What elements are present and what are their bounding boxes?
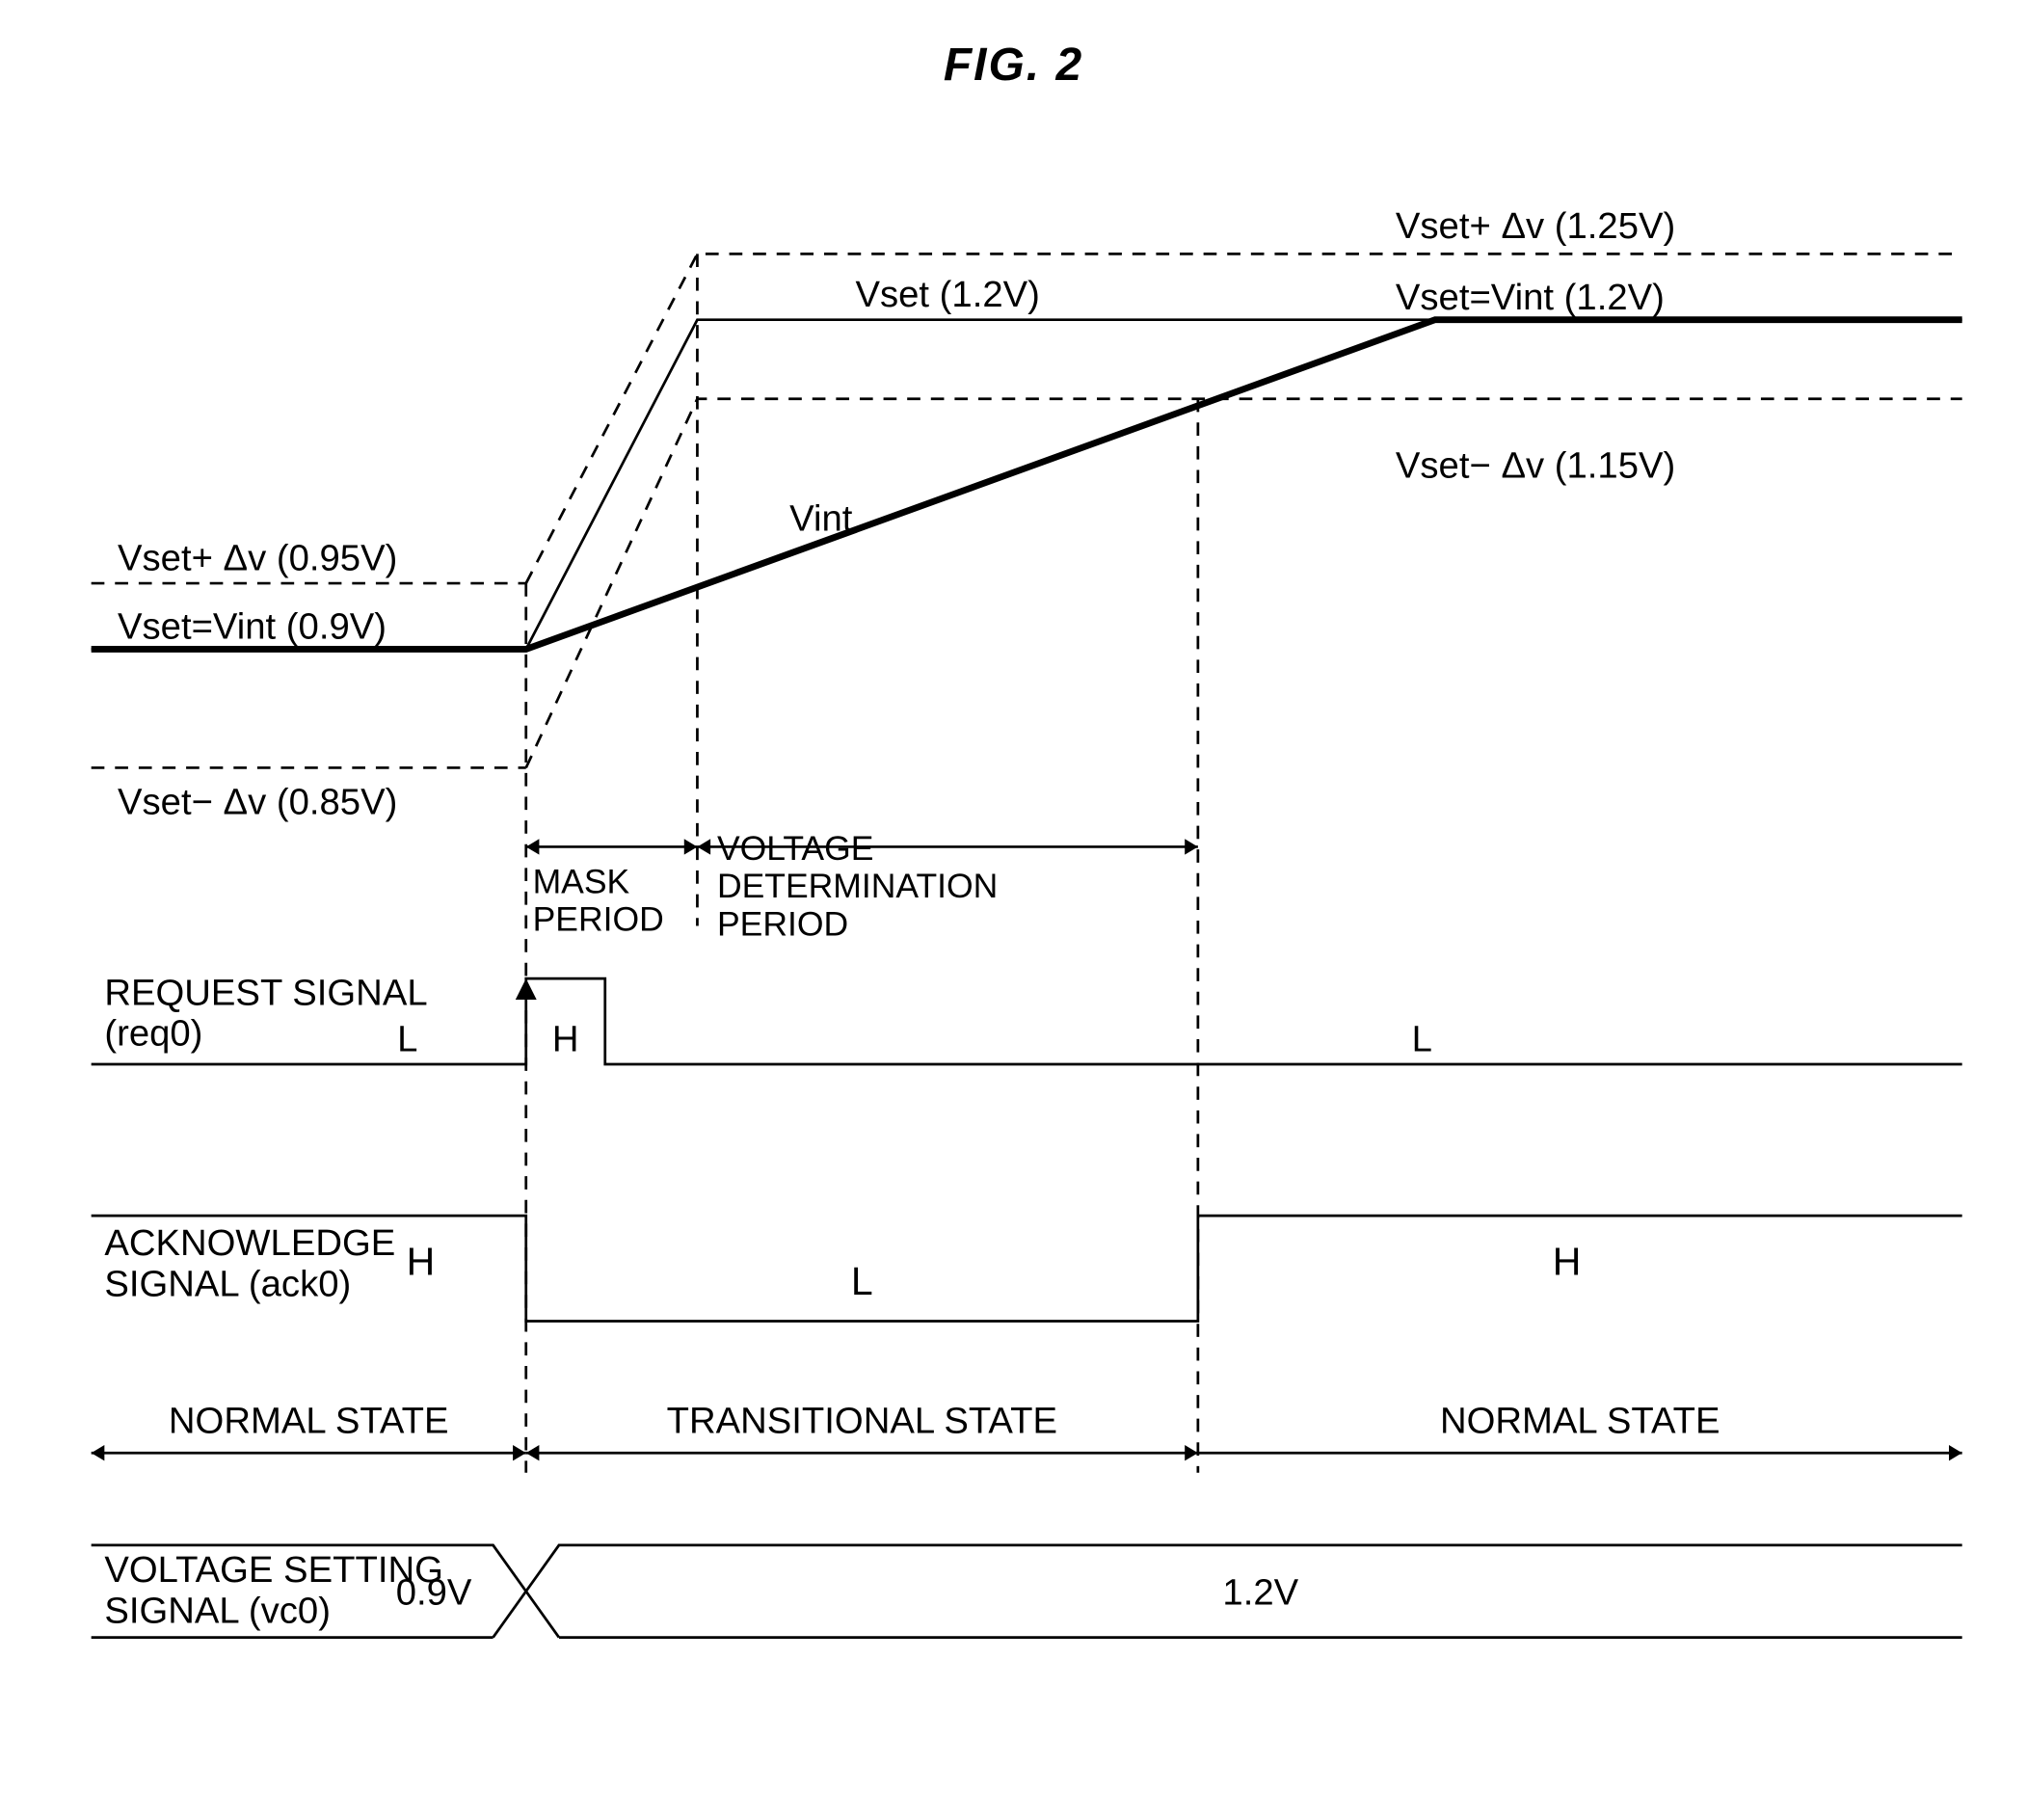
req-level-L2: L (1412, 1018, 1432, 1059)
label-mask-period: MASKPERIOD (533, 862, 664, 938)
ack-level-H1: H (407, 1240, 436, 1284)
label-vset-plus-hi: Vset+ Δv (1.25V) (1396, 205, 1675, 247)
vc-value-after: 1.2V (1222, 1571, 1298, 1613)
ack-level-L: L (851, 1259, 873, 1303)
label-vset-plus-lo: Vset+ Δv (0.95V) (118, 537, 397, 578)
state-normal-2: NORMAL STATE (1440, 1401, 1720, 1442)
req-level-H: H (552, 1018, 579, 1059)
label-vset-minus-hi: Vset− Δv (1.15V) (1396, 445, 1675, 487)
timing-diagram: Vset+ Δv (1.25V) Vset=Vint (1.2V) Vset− Δv… (39, 188, 1988, 1717)
label-vint: Vint (789, 497, 853, 539)
label-vset-minus-lo: Vset− Δv (0.85V) (118, 781, 397, 822)
label-request-signal: REQUEST SIGNAL(req0) (104, 972, 427, 1054)
label-vset-eq-lo: Vset=Vint (0.9V) (118, 605, 387, 647)
label-vset-eq-hi: Vset=Vint (1.2V) (1396, 277, 1665, 318)
label-vset: Vset (1.2V) (855, 274, 1039, 315)
label-ack-signal: ACKNOWLEDGESIGNAL (ack0) (104, 1222, 395, 1304)
ack-level-H2: H (1553, 1240, 1582, 1284)
vc-value-before: 0.9V (396, 1571, 472, 1613)
req-level-L1: L (397, 1018, 417, 1059)
figure-title: FIG. 2 (39, 39, 1988, 92)
req-rising-arrow (516, 978, 537, 1000)
state-normal-1: NORMAL STATE (169, 1401, 449, 1442)
state-transitional: TRANSITIONAL STATE (667, 1401, 1057, 1442)
label-vc-signal: VOLTAGE SETTINGSIGNAL (vc0) (104, 1549, 443, 1631)
